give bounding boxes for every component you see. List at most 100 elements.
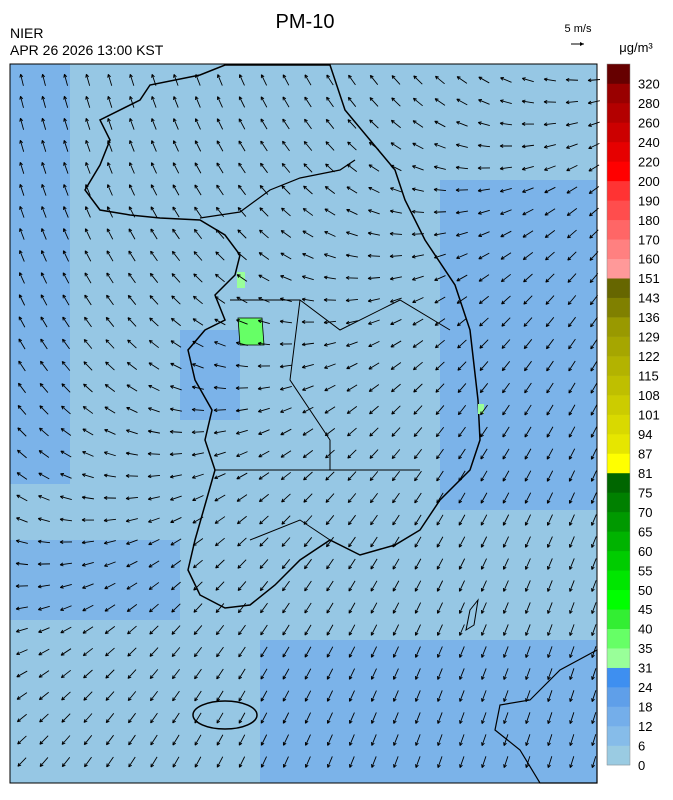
- wind-arrow: [107, 140, 113, 152]
- wind-arrow: [478, 76, 490, 84]
- wind-arrow: [104, 604, 116, 612]
- wind-arrow: [126, 604, 138, 613]
- wind-arrow: [215, 206, 224, 218]
- wind-arrow: [148, 339, 160, 349]
- wind-arrow: [17, 427, 27, 437]
- wind-arrow: [435, 405, 445, 415]
- wind-arrow: [127, 712, 136, 724]
- wind-arrow: [392, 624, 400, 636]
- colorbar-label: 0: [638, 758, 645, 773]
- wind-arrow: [392, 558, 400, 570]
- wind-arrow: [434, 339, 445, 349]
- wind-arrow: [502, 448, 510, 460]
- wind-arrow: [214, 494, 226, 502]
- wind-arrow: [591, 536, 597, 548]
- wind-arrow: [568, 492, 575, 504]
- wind-arrow: [61, 713, 71, 723]
- wind-arrow: [19, 228, 25, 240]
- wind-arrow: [260, 140, 268, 152]
- wind-arrow: [259, 581, 269, 592]
- wind-arrow: [81, 562, 94, 567]
- wind-arrow: [412, 297, 424, 304]
- wind-arrow: [524, 536, 531, 548]
- wind-arrow: [171, 295, 181, 305]
- wind-arrow: [346, 406, 358, 415]
- wind-arrow: [390, 142, 402, 150]
- wind-arrow: [63, 139, 69, 152]
- wind-arrow: [500, 273, 512, 283]
- wind-scale-arrowhead: [580, 42, 584, 46]
- wind-arrow: [171, 273, 181, 283]
- wind-arrow: [480, 470, 488, 482]
- wind-arrow: [169, 474, 182, 479]
- wind-arrow: [588, 186, 600, 194]
- wind-arrow: [106, 228, 114, 240]
- colorbar-segment: [607, 648, 630, 668]
- wind-arrow: [191, 452, 204, 457]
- wind-arrow: [368, 362, 380, 370]
- colorbar-label: 260: [638, 115, 660, 130]
- wind-arrow: [172, 162, 180, 174]
- wind-arrow: [280, 471, 292, 481]
- wind-arrow: [125, 518, 138, 523]
- wind-arrow: [192, 516, 204, 524]
- wind-arrow: [236, 274, 248, 282]
- wind-arrow: [238, 96, 246, 108]
- wind-arrow: [105, 647, 115, 657]
- wind-arrow: [481, 646, 487, 658]
- wind-arrow: [345, 298, 359, 303]
- wind-arrow: [326, 690, 334, 702]
- wind-arrow: [524, 448, 532, 460]
- wind-arrow: [126, 361, 138, 371]
- colorbar-segment: [607, 64, 630, 84]
- wind-arrow: [83, 735, 93, 746]
- wind-arrow: [16, 517, 28, 523]
- wind-arrow: [150, 184, 158, 196]
- wind-arrow: [590, 448, 598, 460]
- wind-arrow: [327, 734, 333, 746]
- wind-arrow: [436, 602, 443, 614]
- wind-arrow: [477, 188, 490, 193]
- wind-arrow: [235, 341, 248, 346]
- wind-arrow: [346, 362, 358, 370]
- wind-arrow: [591, 668, 597, 681]
- wind-arrow: [238, 734, 246, 746]
- wind-arrow: [589, 207, 599, 217]
- wind-arrow: [521, 99, 534, 104]
- wind-arrow: [38, 670, 50, 678]
- colorbar-segment: [607, 667, 630, 688]
- wind-arrow: [19, 250, 25, 262]
- wind-arrow: [151, 140, 157, 152]
- wind-arrow: [347, 427, 357, 437]
- wind-arrow: [302, 207, 314, 216]
- wind-arrow: [41, 206, 47, 218]
- wind-arrow: [214, 273, 225, 283]
- wind-arrow: [346, 163, 358, 173]
- wind-arrow: [125, 473, 139, 478]
- wind-arrow: [523, 339, 533, 350]
- wind-arrow: [481, 624, 487, 636]
- wind-arrow: [84, 250, 92, 262]
- wind-arrow: [544, 230, 556, 239]
- colorbar-segment: [607, 550, 630, 571]
- wind-arrow: [173, 74, 179, 86]
- wind-arrow: [499, 99, 512, 105]
- wind-arrow: [150, 228, 158, 240]
- colorbar-segment: [607, 336, 630, 357]
- wind-arrow: [301, 297, 315, 302]
- wind-arrow: [82, 626, 94, 634]
- wind-arrow: [304, 74, 312, 86]
- wind-arrow: [369, 405, 379, 415]
- wind-arrow: [458, 580, 465, 592]
- wind-arrow: [324, 428, 336, 437]
- pm-patch: [440, 180, 597, 510]
- wind-arrow: [590, 382, 598, 394]
- wind-arrow: [83, 691, 93, 701]
- wind-arrow: [587, 78, 601, 83]
- wind-arrow: [434, 318, 446, 326]
- wind-arrow: [215, 624, 225, 636]
- wind-arrow: [171, 668, 180, 680]
- wind-arrow: [40, 250, 47, 262]
- colorbar-label: 24: [638, 680, 652, 695]
- wind-arrow: [590, 316, 598, 328]
